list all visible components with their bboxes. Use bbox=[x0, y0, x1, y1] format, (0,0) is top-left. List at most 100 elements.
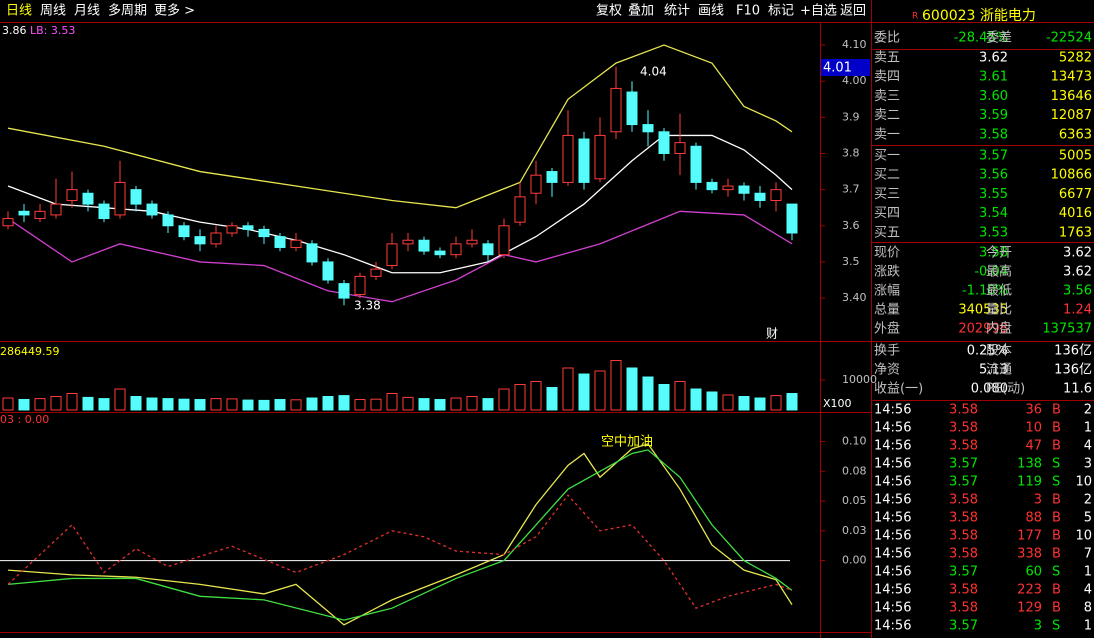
quote-text: 138 bbox=[1017, 457, 1042, 472]
candle-body bbox=[610, 87, 622, 133]
quote-text: B bbox=[1052, 529, 1061, 544]
quote-text: 买二 bbox=[874, 168, 900, 183]
volume-bar bbox=[578, 373, 590, 411]
quote-text: 0.080 bbox=[971, 382, 1008, 397]
quote-text: 1 bbox=[1084, 619, 1092, 634]
quote-text: B bbox=[1052, 511, 1061, 526]
quote-text: PE(动) bbox=[986, 382, 1025, 397]
toolbar-button[interactable]: +自选 bbox=[800, 4, 837, 19]
candle-body bbox=[274, 236, 286, 248]
quote-text: 3.58 bbox=[949, 511, 978, 526]
quote-text: 4 bbox=[1084, 439, 1092, 454]
quote-text: 股本 bbox=[986, 344, 1012, 359]
quote-text: 3.58 bbox=[949, 547, 978, 562]
candle-body bbox=[338, 283, 350, 299]
quote-text: 136亿 bbox=[1054, 363, 1092, 378]
candle-body bbox=[466, 239, 478, 245]
candle-body bbox=[50, 203, 62, 216]
quote-text: 委比 bbox=[874, 31, 900, 46]
candle-body bbox=[2, 218, 14, 227]
quote-text: 60 bbox=[1025, 565, 1042, 580]
volume-bar bbox=[626, 367, 638, 411]
quote-text: 136亿 bbox=[1054, 344, 1092, 359]
toolbar-button[interactable]: 标记 bbox=[768, 4, 794, 19]
volume-bar bbox=[210, 398, 222, 411]
toolbar-button[interactable]: 复权 bbox=[596, 3, 622, 19]
volume-bar bbox=[146, 397, 158, 411]
quote-text: 10 bbox=[1075, 475, 1092, 490]
quote-text: 14:56 bbox=[874, 511, 911, 526]
volume-bar bbox=[290, 399, 302, 411]
volume-bar bbox=[594, 370, 606, 411]
quote-text: 5 bbox=[1084, 511, 1092, 526]
quote-text: 3.58 bbox=[979, 246, 1008, 261]
quote-text: 卖五 bbox=[874, 51, 900, 66]
quote-text: 3.58 bbox=[979, 127, 1008, 142]
quote-text: 4016 bbox=[1059, 206, 1092, 221]
toolbar-button[interactable]: 叠加 bbox=[628, 4, 654, 19]
quote-text: 3.62 bbox=[1063, 246, 1092, 261]
quote-text: 14:56 bbox=[874, 421, 911, 436]
quote-text: 买五 bbox=[874, 225, 900, 240]
quote-text: 买三 bbox=[874, 187, 900, 202]
candle-body bbox=[690, 145, 702, 183]
toolbar-button[interactable]: F10 bbox=[736, 4, 760, 19]
quote-text: 卖一 bbox=[874, 127, 900, 142]
volume-bar bbox=[114, 388, 126, 411]
toolbar-tab[interactable]: 月线 bbox=[74, 4, 100, 19]
toolbar-button[interactable]: 统计 bbox=[664, 4, 690, 19]
y-tick-label: 3.8 bbox=[842, 146, 860, 159]
quote-text: 2 bbox=[1084, 493, 1092, 508]
y-tick-label: 4.00 bbox=[842, 74, 867, 87]
high-label: 4.04 bbox=[640, 65, 667, 79]
quote-text: 202998 bbox=[958, 322, 1008, 337]
quote-text: 3.58 bbox=[949, 493, 978, 508]
candle-body bbox=[34, 210, 46, 220]
quote-text: 14:56 bbox=[874, 565, 911, 580]
candle-body bbox=[514, 196, 526, 223]
y-tick-label: 4.10 bbox=[842, 38, 867, 51]
toolbar-button[interactable]: 画线 bbox=[698, 4, 724, 19]
quote-text: 3.57 bbox=[979, 149, 1008, 164]
toolbar-tab[interactable]: 更多 > bbox=[154, 3, 195, 19]
toolbar-button[interactable]: 返回 bbox=[840, 4, 866, 19]
quote-text: 3.56 bbox=[979, 168, 1008, 183]
volume-bar bbox=[706, 391, 718, 411]
quote-text: -0.04 bbox=[974, 265, 1008, 280]
toolbar-tab[interactable]: 日线 bbox=[6, 4, 32, 19]
volume-bar bbox=[738, 396, 750, 411]
candle-body bbox=[562, 134, 574, 183]
macd-line bbox=[7, 449, 793, 621]
quote-text: 14:56 bbox=[874, 619, 911, 634]
quote-text: 3.60 bbox=[979, 89, 1008, 104]
candle-body bbox=[162, 214, 174, 227]
candle-body bbox=[178, 225, 190, 238]
candle-body bbox=[114, 181, 126, 216]
toolbar-tab[interactable]: 多周期 bbox=[108, 3, 147, 19]
quote-text: 现价 bbox=[874, 246, 900, 261]
volume-bar bbox=[546, 387, 558, 411]
candle-body bbox=[546, 171, 558, 183]
quote-text: 1 bbox=[1084, 565, 1092, 580]
y-tick-label: 0.05 bbox=[842, 494, 867, 507]
y-tick-label: 0.00 bbox=[842, 554, 867, 567]
candle-body bbox=[130, 189, 142, 205]
volume-bar bbox=[322, 396, 334, 411]
quote-text: S bbox=[1052, 475, 1060, 490]
volume-bar bbox=[226, 398, 238, 411]
volume-bar bbox=[130, 396, 142, 411]
candle-body bbox=[370, 268, 382, 277]
candle-body bbox=[290, 239, 302, 248]
quote-text: -22524 bbox=[1046, 31, 1092, 46]
quote-text: 5.13 bbox=[979, 363, 1008, 378]
candle-body bbox=[226, 225, 238, 234]
volume-bar bbox=[18, 399, 30, 411]
candle-body bbox=[210, 232, 222, 245]
quote-text: B bbox=[1052, 547, 1061, 562]
y-tick-label: 3.6 bbox=[842, 219, 860, 232]
pane-header: 03 : 0.00 bbox=[0, 413, 49, 426]
quote-text: 0.25% bbox=[967, 344, 1008, 359]
toolbar-tab[interactable]: 周线 bbox=[40, 4, 66, 19]
quote-text: 1763 bbox=[1059, 225, 1092, 240]
quote-text: 5282 bbox=[1059, 51, 1092, 66]
